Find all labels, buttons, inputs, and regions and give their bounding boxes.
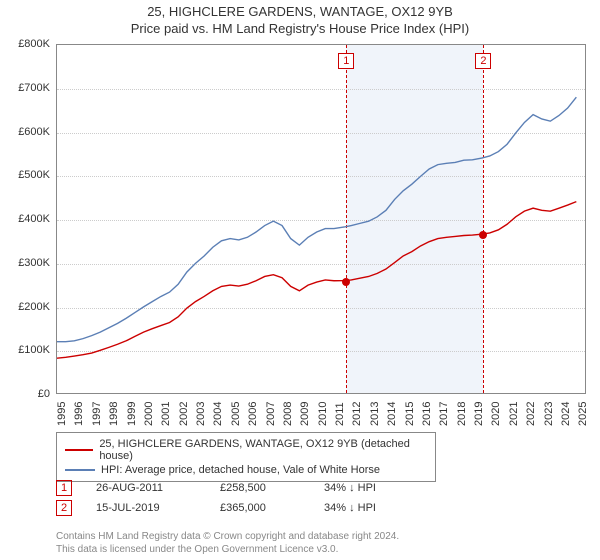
- sale-record-row: 2 15-JUL-2019 £365,000 34% ↓ HPI: [56, 498, 424, 518]
- x-axis-tick-label: 2008: [282, 402, 294, 426]
- x-axis-tick-label: 2007: [265, 402, 277, 426]
- sales-table: 1 26-AUG-2011 £258,500 34% ↓ HPI 2 15-JUL-201…: [56, 478, 424, 518]
- sale-price: £258,500: [220, 482, 300, 494]
- footer-line: Contains HM Land Registry data © Crown c…: [56, 530, 399, 543]
- chart-title: 25, HIGHCLERE GARDENS, WANTAGE, OX12 9YB: [0, 0, 600, 19]
- y-axis-tick-label: £400K: [18, 213, 50, 225]
- chart-subtitle: Price paid vs. HM Land Registry's House …: [0, 19, 600, 42]
- x-axis-tick-label: 2021: [508, 402, 520, 426]
- x-axis-tick-label: 2013: [369, 402, 381, 426]
- y-axis-tick-label: £500K: [18, 169, 50, 181]
- x-axis-tick-label: 2009: [299, 402, 311, 426]
- sale-hpi-delta: 34% ↓ HPI: [324, 482, 424, 494]
- x-axis-tick-label: 2023: [543, 402, 555, 426]
- x-axis-tick-label: 2000: [143, 402, 155, 426]
- x-axis-tick-label: 2001: [160, 402, 172, 426]
- y-axis-tick-label: £700K: [18, 82, 50, 94]
- sale-hpi-delta: 34% ↓ HPI: [324, 502, 424, 514]
- sale-marker-ref: 2: [56, 500, 72, 516]
- x-axis-tick-label: 2004: [212, 402, 224, 426]
- legend-label: 25, HIGHCLERE GARDENS, WANTAGE, OX12 9YB…: [99, 438, 427, 462]
- x-axis-tick-label: 2015: [404, 402, 416, 426]
- legend-item: HPI: Average price, detached house, Vale…: [65, 463, 427, 477]
- attribution-footer: Contains HM Land Registry data © Crown c…: [56, 530, 399, 556]
- x-axis-tick-label: 2024: [560, 402, 572, 426]
- sale-dot: [342, 278, 350, 286]
- x-axis-tick-label: 2019: [473, 402, 485, 426]
- x-axis-tick-label: 2022: [525, 402, 537, 426]
- x-axis-tick-label: 2005: [230, 402, 242, 426]
- legend-item: 25, HIGHCLERE GARDENS, WANTAGE, OX12 9YB…: [65, 437, 427, 463]
- sale-dot: [479, 231, 487, 239]
- y-axis-tick-label: £600K: [18, 126, 50, 138]
- x-axis-tick-label: 2006: [247, 402, 259, 426]
- x-axis-tick-label: 2014: [386, 402, 398, 426]
- series-line-hpi: [57, 97, 576, 341]
- y-axis-tick-label: £0: [38, 388, 50, 400]
- x-axis-tick-label: 2012: [351, 402, 363, 426]
- x-axis-tick-label: 2018: [456, 402, 468, 426]
- y-axis-tick-label: £800K: [18, 38, 50, 50]
- legend-label: HPI: Average price, detached house, Vale…: [101, 464, 380, 476]
- x-axis-tick-label: 2002: [178, 402, 190, 426]
- x-axis-tick-label: 1995: [56, 402, 68, 426]
- x-axis-tick-label: 1996: [73, 402, 85, 426]
- x-axis-tick-label: 2010: [317, 402, 329, 426]
- x-axis-tick-label: 2020: [490, 402, 502, 426]
- legend-swatch: [65, 469, 95, 471]
- y-axis-tick-label: £100K: [18, 344, 50, 356]
- chart-legend: 25, HIGHCLERE GARDENS, WANTAGE, OX12 9YB…: [56, 432, 436, 482]
- series-line-property: [57, 202, 576, 359]
- x-axis-tick-label: 1997: [91, 402, 103, 426]
- legend-swatch: [65, 449, 93, 451]
- sale-date: 26-AUG-2011: [96, 482, 196, 494]
- x-axis-tick-label: 2025: [577, 402, 589, 426]
- x-axis-tick-label: 1999: [126, 402, 138, 426]
- x-axis-tick-label: 2017: [438, 402, 450, 426]
- sale-marker-ref: 1: [56, 480, 72, 496]
- x-axis-tick-label: 2011: [334, 402, 346, 426]
- chart-lines-svg: [57, 45, 585, 393]
- x-axis-tick-label: 2016: [421, 402, 433, 426]
- chart-plot-area: 12: [56, 44, 586, 394]
- footer-line: This data is licensed under the Open Gov…: [56, 543, 399, 556]
- sale-price: £365,000: [220, 502, 300, 514]
- y-axis-tick-label: £200K: [18, 301, 50, 313]
- sale-date: 15-JUL-2019: [96, 502, 196, 514]
- y-axis-tick-label: £300K: [18, 257, 50, 269]
- x-axis-tick-label: 1998: [108, 402, 120, 426]
- x-axis-tick-label: 2003: [195, 402, 207, 426]
- sale-record-row: 1 26-AUG-2011 £258,500 34% ↓ HPI: [56, 478, 424, 498]
